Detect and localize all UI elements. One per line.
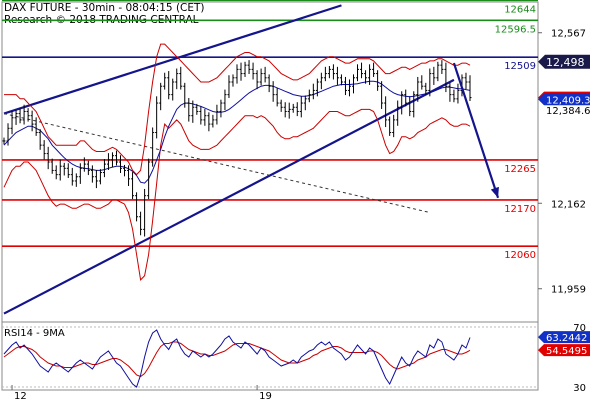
rsi-badge-bg <box>538 344 590 357</box>
rsi-layer <box>2 326 538 388</box>
price-badge-label: 12,384.6 <box>546 106 590 117</box>
rsi-badge-label: 54.5495 <box>546 346 587 357</box>
price-badge-label: 12,409.3 <box>546 95 590 106</box>
level-label: 12060 <box>504 250 536 261</box>
rsi-ma-line <box>3 341 471 378</box>
bollinger-lower-line <box>3 108 471 281</box>
rsi-badge-bg <box>538 331 590 344</box>
price-layer: 12644 12596.5 12509 12265 12170 12060 <box>2 0 538 315</box>
x-axis-tick-label: 12 <box>14 391 27 400</box>
level-label: 12170 <box>504 204 536 215</box>
price-axis-tick-label: 12,567 <box>551 29 586 40</box>
dashed-trendline <box>3 113 430 214</box>
rsi-axis-tick-label: 30 <box>573 383 586 394</box>
channel-trendline <box>3 78 455 315</box>
x-axis-tick-label: 19 <box>259 391 272 400</box>
rsi-panel-frame <box>1 321 539 391</box>
level-label: 12265 <box>504 164 536 175</box>
rsi-axis-tick-label: 70 <box>573 323 586 334</box>
rsi-badge-label: 63.2442 <box>546 333 587 344</box>
channel-trendline <box>3 4 342 115</box>
level-label: 12644 <box>504 4 536 15</box>
axis-layer: 11,95912,16212,56712,49812,413.512,409.3… <box>11 29 590 400</box>
price-axis-tick-label: 11,959 <box>551 285 586 296</box>
chart-title: DAX FUTURE - 30min - 08:04:15 (CET) <box>4 2 205 14</box>
bollinger-upper-line <box>4 43 471 176</box>
price-badge-bg <box>538 93 590 106</box>
forecast-arrow-shaft <box>452 62 500 199</box>
level-label: 12596.5 <box>495 24 536 35</box>
moving-average-line <box>3 80 471 184</box>
level-label: 12509 <box>504 61 536 72</box>
price-badge-label: 12,498 <box>546 56 585 69</box>
price-axis-tick-label: 12,162 <box>551 199 586 210</box>
price-badge-bg <box>538 54 590 69</box>
forecast-arrow-head <box>490 186 499 198</box>
rsi-title: RSI14 - 9MA <box>4 328 65 339</box>
rsi-line <box>3 329 471 388</box>
